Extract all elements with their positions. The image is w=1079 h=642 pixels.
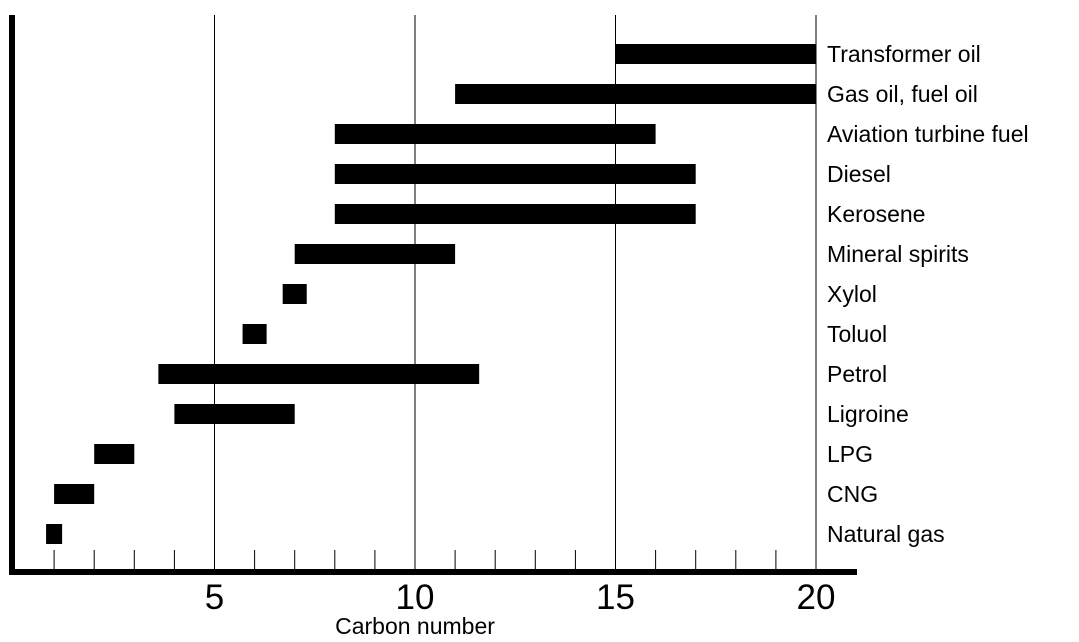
category-label: Toluol (827, 321, 887, 347)
category-label: CNG (827, 481, 878, 507)
grid-lines (214, 15, 817, 572)
category-label: Natural gas (827, 521, 945, 547)
x-tick-label: 20 (797, 578, 836, 617)
x-tick-label: 10 (396, 578, 435, 617)
category-label: Transformer oil (827, 41, 981, 67)
range-bar (158, 364, 480, 384)
range-bar (455, 84, 816, 104)
category-label: Xylol (827, 281, 877, 307)
category-labels: Transformer oil Gas oil, fuel oil Aviation… (827, 41, 1029, 547)
category-label: Kerosene (827, 201, 925, 227)
category-label: Ligroine (827, 401, 909, 427)
x-axis-label: Carbon number (335, 613, 495, 639)
category-label: Gas oil, fuel oil (827, 81, 978, 107)
x-tick-label: 15 (596, 578, 635, 617)
range-bar (615, 44, 816, 64)
category-label: LPG (827, 441, 873, 467)
x-tick-label: 5 (205, 578, 224, 617)
range-bar (334, 164, 696, 184)
range-bar (242, 324, 267, 344)
category-label: Mineral spirits (827, 241, 969, 267)
category-label: Petrol (827, 361, 887, 387)
x-ticks: 5 10 15 20 (53, 550, 836, 617)
range-bar (282, 284, 307, 304)
range-bar (94, 444, 135, 464)
range-bar (334, 124, 656, 144)
axes (9, 15, 857, 575)
category-label: Diesel (827, 161, 891, 187)
range-bar (174, 404, 295, 424)
range-bar (54, 484, 95, 504)
range-bar (46, 524, 63, 544)
range-bar (294, 244, 456, 264)
range-bars (46, 44, 816, 544)
category-label: Aviation turbine fuel (827, 121, 1029, 147)
range-bar (334, 204, 696, 224)
